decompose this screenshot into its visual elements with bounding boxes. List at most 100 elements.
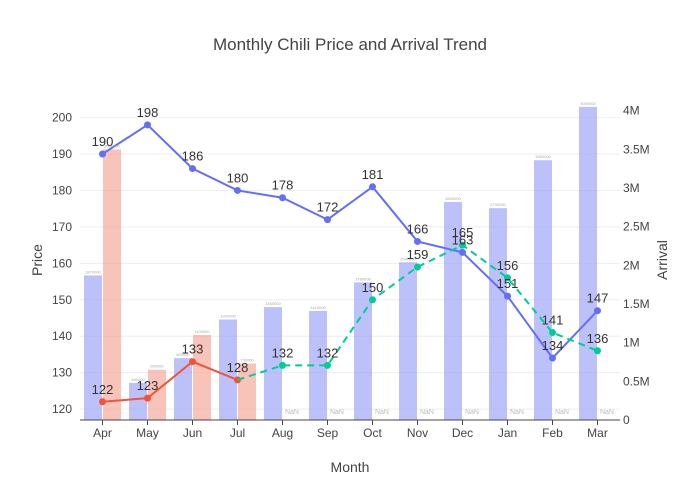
bar-value-label: NaN (420, 409, 434, 416)
bar-value-label: NaN (600, 409, 614, 416)
point-value-label: 134 (542, 338, 564, 353)
price-point (144, 121, 151, 129)
x-tick-label: Apr (93, 426, 112, 440)
arrival-bar (309, 310, 327, 420)
y-tick-label: 190 (52, 147, 72, 161)
point-value-label: 147 (587, 291, 609, 306)
y2-axis-label: Arrival (654, 240, 670, 280)
arrival-bar (264, 307, 282, 420)
arrival-bar (174, 358, 192, 420)
y-axis-ticks: 120 130 140 150 160 170 180 190 200 (52, 111, 72, 416)
point-value-label: 156 (497, 258, 519, 273)
price-point (189, 165, 196, 173)
x-tick-label: May (136, 426, 159, 440)
x-tick-label: Nov (407, 426, 428, 440)
y2-tick-label: 3.5M (623, 142, 650, 156)
price-point (144, 394, 151, 402)
bar-value-label: NaN (555, 409, 569, 416)
point-value-label: 122 (92, 382, 114, 397)
x-tick-label: Sep (317, 426, 339, 440)
bar-value-label: NaN (330, 409, 344, 416)
point-value-label: 123 (137, 378, 159, 393)
bar-value-label: 1780000 (355, 276, 371, 281)
point-value-label: 151 (497, 276, 519, 291)
price-point (504, 292, 511, 300)
y-tick-label: 150 (52, 293, 72, 307)
x-tick-label: Feb (542, 426, 563, 440)
price-point (369, 296, 376, 304)
y2-tick-label: 3M (623, 181, 640, 195)
price-point (324, 216, 331, 224)
price-line (102, 360, 238, 403)
price-point (459, 241, 466, 249)
x-axis-label: Month (331, 459, 370, 475)
price-point (324, 361, 331, 369)
arrival-bar (354, 282, 372, 420)
price-point (189, 358, 196, 366)
x-tick-label: Jun (183, 426, 202, 440)
arrival-bar (219, 319, 237, 420)
bar-value-label: 2040000 (400, 256, 416, 261)
bar-value-label: NaN (510, 409, 524, 416)
bar-value-labels: 1870000 480000 800000 1300000 1460000 1410000… (85, 101, 614, 416)
x-tick-label: Dec (452, 426, 473, 440)
y-tick-label: 170 (52, 220, 72, 234)
y2-tick-label: 0 (623, 413, 630, 427)
price-line (101, 123, 599, 360)
arrival-bar (579, 106, 597, 421)
price-point (414, 237, 421, 245)
y-tick-label: 140 (52, 329, 72, 343)
point-value-label: 163 (452, 232, 474, 247)
lines (99, 121, 601, 406)
arrival-bar (129, 382, 147, 420)
bar-value-label: 800000 (176, 352, 190, 357)
point-value-label: 141 (542, 313, 564, 328)
price-point (414, 263, 421, 271)
arrival-bar (399, 262, 417, 420)
grid-lines (80, 117, 620, 410)
y2-tick-label: 0.5M (623, 374, 650, 388)
bar-value-label: 4050000 (580, 101, 596, 106)
point-value-label: 159 (407, 247, 429, 262)
x-tick-label: Mar (587, 426, 608, 440)
point-value-label: 186 (182, 149, 204, 164)
price-line (237, 243, 598, 381)
y-tick-label: 180 (52, 183, 72, 197)
y2-tick-label: 4M (623, 104, 640, 118)
price-point (504, 274, 511, 282)
point-value-label: 166 (407, 221, 429, 236)
bar-value-label: 2740000 (490, 202, 506, 207)
y-tick-label: 130 (52, 366, 72, 380)
x-tick-label: Aug (272, 426, 293, 440)
arrival-bar (148, 369, 166, 420)
y-tick-label: 120 (52, 402, 72, 416)
bars (84, 106, 597, 421)
price-point (459, 248, 466, 256)
bar-value-label: NaN (465, 409, 479, 416)
price-point (99, 150, 106, 158)
arrival-bar (103, 149, 121, 420)
bar-value-label: 3500000 (104, 143, 120, 148)
arrival-bar (489, 208, 507, 420)
y2-tick-label: 2M (623, 258, 640, 272)
y2-tick-label: 1M (623, 336, 640, 350)
price-point (234, 186, 241, 194)
price-point (369, 183, 376, 191)
bar-value-label: 2820000 (445, 196, 461, 201)
price-point (279, 361, 286, 369)
point-value-label: 133 (182, 342, 204, 357)
arrival-bar (84, 275, 102, 420)
point-value-label: 198 (137, 105, 159, 120)
x-tick-label: Jan (498, 426, 517, 440)
bar-value-label: 1300000 (220, 313, 236, 318)
bar-value-label: 1460000 (265, 301, 281, 306)
price-point (279, 194, 286, 202)
y-axis-label: Price (29, 244, 45, 276)
y2-tick-label: 2.5M (623, 220, 650, 234)
point-value-label: 136 (587, 331, 609, 346)
point-value-label: 165 (452, 225, 474, 240)
point-value-label: 190 (92, 134, 114, 149)
price-point (594, 347, 601, 355)
chart-title: Monthly Chili Price and Arrival Trend (213, 35, 487, 54)
